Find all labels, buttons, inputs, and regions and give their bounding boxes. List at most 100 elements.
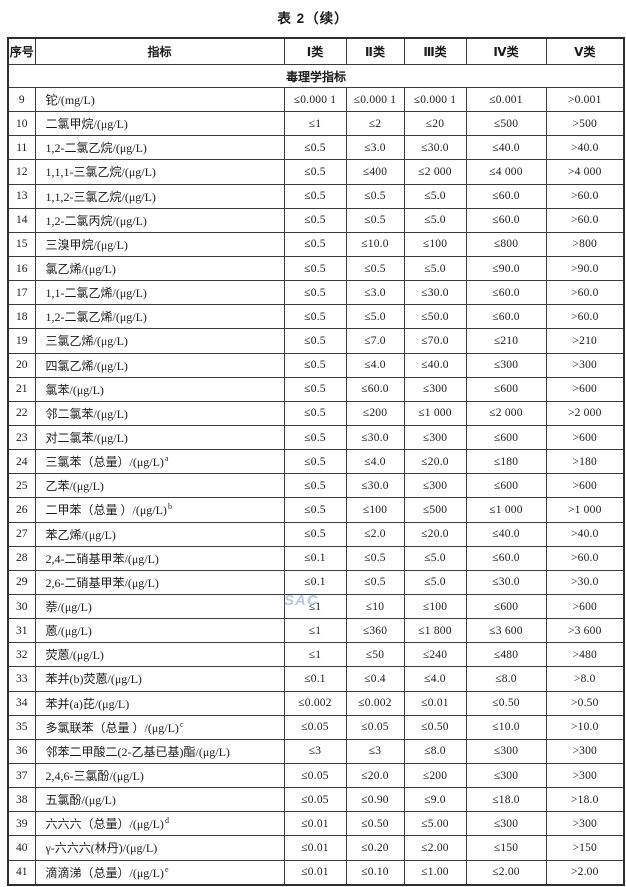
value-cell-class-2: ≤0.5 [345, 545, 405, 571]
indicator-label: 苯乙烯/(μg/L) [45, 527, 116, 542]
value-cell-class-3: ≤300 [403, 424, 467, 451]
section-title: 毒理学指标 [7, 64, 625, 88]
indicator-cell: 1,1-二氯乙烯/(μg/L) [34, 280, 285, 306]
value-cell-class-3: ≤2.00 [403, 835, 467, 861]
value-cell-class-2: ≤100 [345, 497, 405, 523]
indicator-cell: 苯并(b)荧蒽/(μg/L) [34, 666, 285, 692]
value-cell-class-2: ≤3.0 [345, 280, 405, 306]
table-row: 28 2,4-二硝基甲苯/(μg/L) ≤0.1 ≤0.5 ≤5.0 ≤60.0 >60.0 [7, 545, 625, 571]
indicator-label: 乙苯/(μg/L) [45, 479, 104, 494]
value-cell-class-5: >300 [545, 738, 625, 764]
indicator-cell: 2,4,6-三氯酚/(μg/L) [34, 762, 285, 789]
row-number: 13 [7, 183, 36, 209]
value-cell-class-5: >480 [545, 642, 625, 668]
indicator-label: 1,2-二氯丙烷/(μg/L) [45, 213, 147, 228]
table-row: 11 1,2-二氯乙烷/(μg/L) ≤0.5 ≤3.0 ≤30.0 ≤40.0 >40.0 [7, 135, 625, 161]
value-cell-class-1: ≤3 [283, 738, 347, 764]
value-cell-class-3: ≤2 000 [403, 159, 467, 185]
row-number: 26 [7, 497, 36, 523]
value-cell-class-2: ≤50 [345, 642, 405, 668]
row-number: 34 [7, 690, 36, 716]
value-cell-class-2: ≤60.0 [345, 376, 405, 402]
value-cell-class-4: ≤480 [465, 642, 547, 668]
row-number: 27 [7, 521, 36, 547]
value-cell-class-4: ≤150 [465, 835, 547, 861]
value-cell-class-1: ≤0.5 [283, 207, 347, 233]
value-cell-class-4: ≤40.0 [465, 135, 547, 161]
value-cell-class-5: >600 [545, 424, 625, 451]
value-cell-class-5: >600 [545, 473, 625, 499]
value-cell-class-5: >40.0 [545, 135, 625, 161]
table-row: 37 2,4,6-三氯酚/(μg/L) ≤0.05 ≤20.0 ≤200 ≤300 >300 [7, 762, 625, 789]
value-cell-class-1: ≤0.5 [283, 449, 347, 475]
value-cell-class-1: ≤0.5 [283, 159, 347, 185]
row-number: 25 [7, 473, 36, 499]
value-cell-class-1: ≤0.5 [283, 183, 347, 209]
value-cell-class-5: >600 [545, 593, 625, 620]
indicator-cell: 对二氯苯/(μg/L) [34, 424, 285, 451]
column-header-1: 指标 [34, 37, 285, 65]
indicator-label: 苯并(a)芘/(μg/L) [45, 696, 130, 711]
table-row: 39 六六六（总量）/(μg/L)d ≤0.01 ≤0.50 ≤5.00 ≤300 >300 [7, 811, 625, 837]
row-number: 10 [7, 111, 36, 137]
indicator-label: 铊/(mg/L) [45, 93, 95, 108]
indicator-label: 滴滴涕（总量）/(μg/L) [45, 865, 164, 880]
value-cell-class-1: ≤0.5 [283, 497, 347, 523]
value-cell-class-3: ≤0.000 1 [403, 86, 467, 113]
value-cell-class-1: ≤0.5 [283, 424, 347, 451]
row-number: 39 [7, 811, 36, 837]
value-cell-class-3: ≤240 [403, 642, 467, 668]
value-cell-class-5: >800 [545, 231, 625, 257]
table-row: 33 苯并(b)荧蒽/(μg/L) ≤0.1 ≤0.4 ≤4.0 ≤8.0 >8.0 [7, 666, 625, 692]
value-cell-class-1: ≤0.05 [283, 714, 347, 740]
value-cell-class-3: ≤5.0 [403, 545, 467, 571]
table-row: 13 1,1,2-三氯乙烷/(μg/L) ≤0.5 ≤0.5 ≤5.0 ≤60.0 >60.… [7, 183, 625, 209]
value-cell-class-3: ≤0.50 [403, 714, 467, 740]
indicator-label: 1,2-二氯乙烷/(μg/L) [45, 141, 147, 156]
value-cell-class-1: ≤0.5 [283, 255, 347, 282]
value-cell-class-4: ≤210 [465, 328, 547, 354]
value-cell-class-2: ≤3 [345, 738, 405, 764]
value-cell-class-5: >600 [545, 376, 625, 402]
row-number: 21 [7, 376, 36, 402]
row-number: 24 [7, 449, 36, 475]
column-header-3: Ⅱ类 [345, 37, 405, 65]
indicator-cell: 1,2-二氯乙烷/(μg/L) [34, 135, 285, 161]
value-cell-class-5: >300 [545, 762, 625, 789]
value-cell-class-4: ≤30.0 [465, 569, 547, 595]
indicator-cell: 2,6-二硝基甲苯/(μg/L) [34, 569, 285, 595]
value-cell-class-3: ≤1.00 [403, 859, 467, 886]
value-cell-class-4: ≤1 000 [465, 497, 547, 523]
value-cell-class-3: ≤5.0 [403, 183, 467, 209]
indicator-label: 对二氯苯/(μg/L) [45, 431, 128, 446]
row-number: 36 [7, 738, 36, 764]
value-cell-class-4: ≤60.0 [465, 207, 547, 233]
indicator-cell: 萘/(μg/L) [34, 593, 285, 620]
indicator-cell: 铊/(mg/L) [34, 86, 285, 113]
value-cell-class-1: ≤0.5 [283, 521, 347, 547]
value-cell-class-1: ≤0.5 [283, 376, 347, 402]
value-cell-class-4: ≤2 000 [465, 400, 547, 426]
indicator-cell: 多氯联苯（总量 ）/(μg/L)c [34, 714, 285, 740]
indicator-label: 四氯乙烯/(μg/L) [45, 358, 128, 373]
indicator-cell: 苯乙烯/(μg/L) [34, 521, 285, 547]
indicator-cell: 氯乙烯/(μg/L) [34, 255, 285, 282]
row-number: 18 [7, 304, 36, 330]
indicator-cell: 蒽/(μg/L) [34, 618, 285, 644]
indicator-label: 2,6-二硝基甲苯/(μg/L) [45, 575, 159, 590]
value-cell-class-2: ≤4.0 [345, 352, 405, 378]
indicator-label: 氯苯/(μg/L) [45, 382, 104, 397]
value-cell-class-4: ≤600 [465, 424, 547, 451]
footnote-marker: b [167, 502, 172, 512]
value-cell-class-2: ≤7.0 [345, 328, 405, 354]
value-cell-class-4: ≤60.0 [465, 183, 547, 209]
page-title: 表 2（续） [277, 11, 349, 26]
value-cell-class-4: ≤60.0 [465, 545, 547, 571]
value-cell-class-2: ≤0.5 [345, 255, 405, 282]
indicator-cell: 滴滴涕（总量）/(μg/L)e [34, 859, 285, 886]
value-cell-class-2: ≤10 [345, 593, 405, 620]
value-cell-class-2: ≤10.0 [345, 231, 405, 257]
value-cell-class-4: ≤60.0 [465, 304, 547, 330]
value-cell-class-5: >150 [545, 835, 625, 861]
table-row: 36 邻苯二甲酸二(2-乙基已基)酯/(μg/L) ≤3 ≤3 ≤8.0 ≤300 >300 [7, 738, 625, 764]
